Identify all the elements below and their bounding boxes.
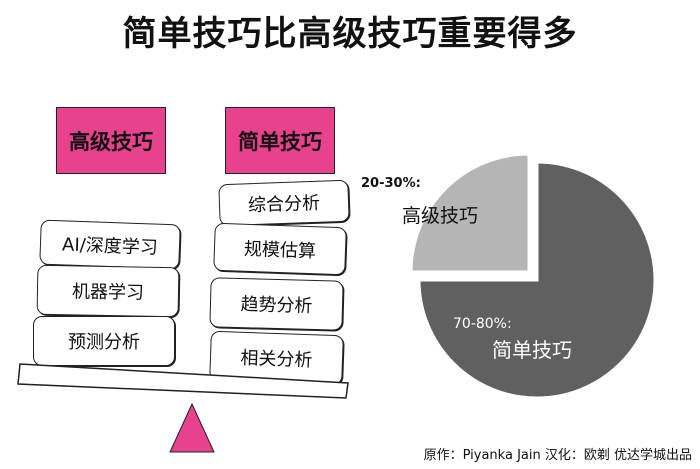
simple-skills-header: 简单技巧 (225, 107, 335, 174)
pie-slice-simple-skills (417, 160, 657, 400)
page-title: 简单技巧比高级技巧重要得多 (122, 14, 578, 54)
advanced-skills-header: 高级技巧 (56, 107, 166, 174)
pie-big-percent: 70-80%: (453, 316, 512, 332)
pie-small-label: 高级技巧 (402, 205, 479, 227)
pie-small-percent: 20-30%: (361, 176, 421, 191)
credit-line: 原作：Piyanka Jain 汉化：欧剃 优达学城出品 (423, 448, 692, 463)
seesaw-beam (17, 363, 349, 399)
fulcrum-triangle (169, 402, 215, 453)
pie-slice-advanced-skills (409, 152, 531, 274)
card-predictive-analysis: 预测分析 (33, 316, 175, 366)
pie-big-label: 简单技巧 (492, 338, 572, 362)
